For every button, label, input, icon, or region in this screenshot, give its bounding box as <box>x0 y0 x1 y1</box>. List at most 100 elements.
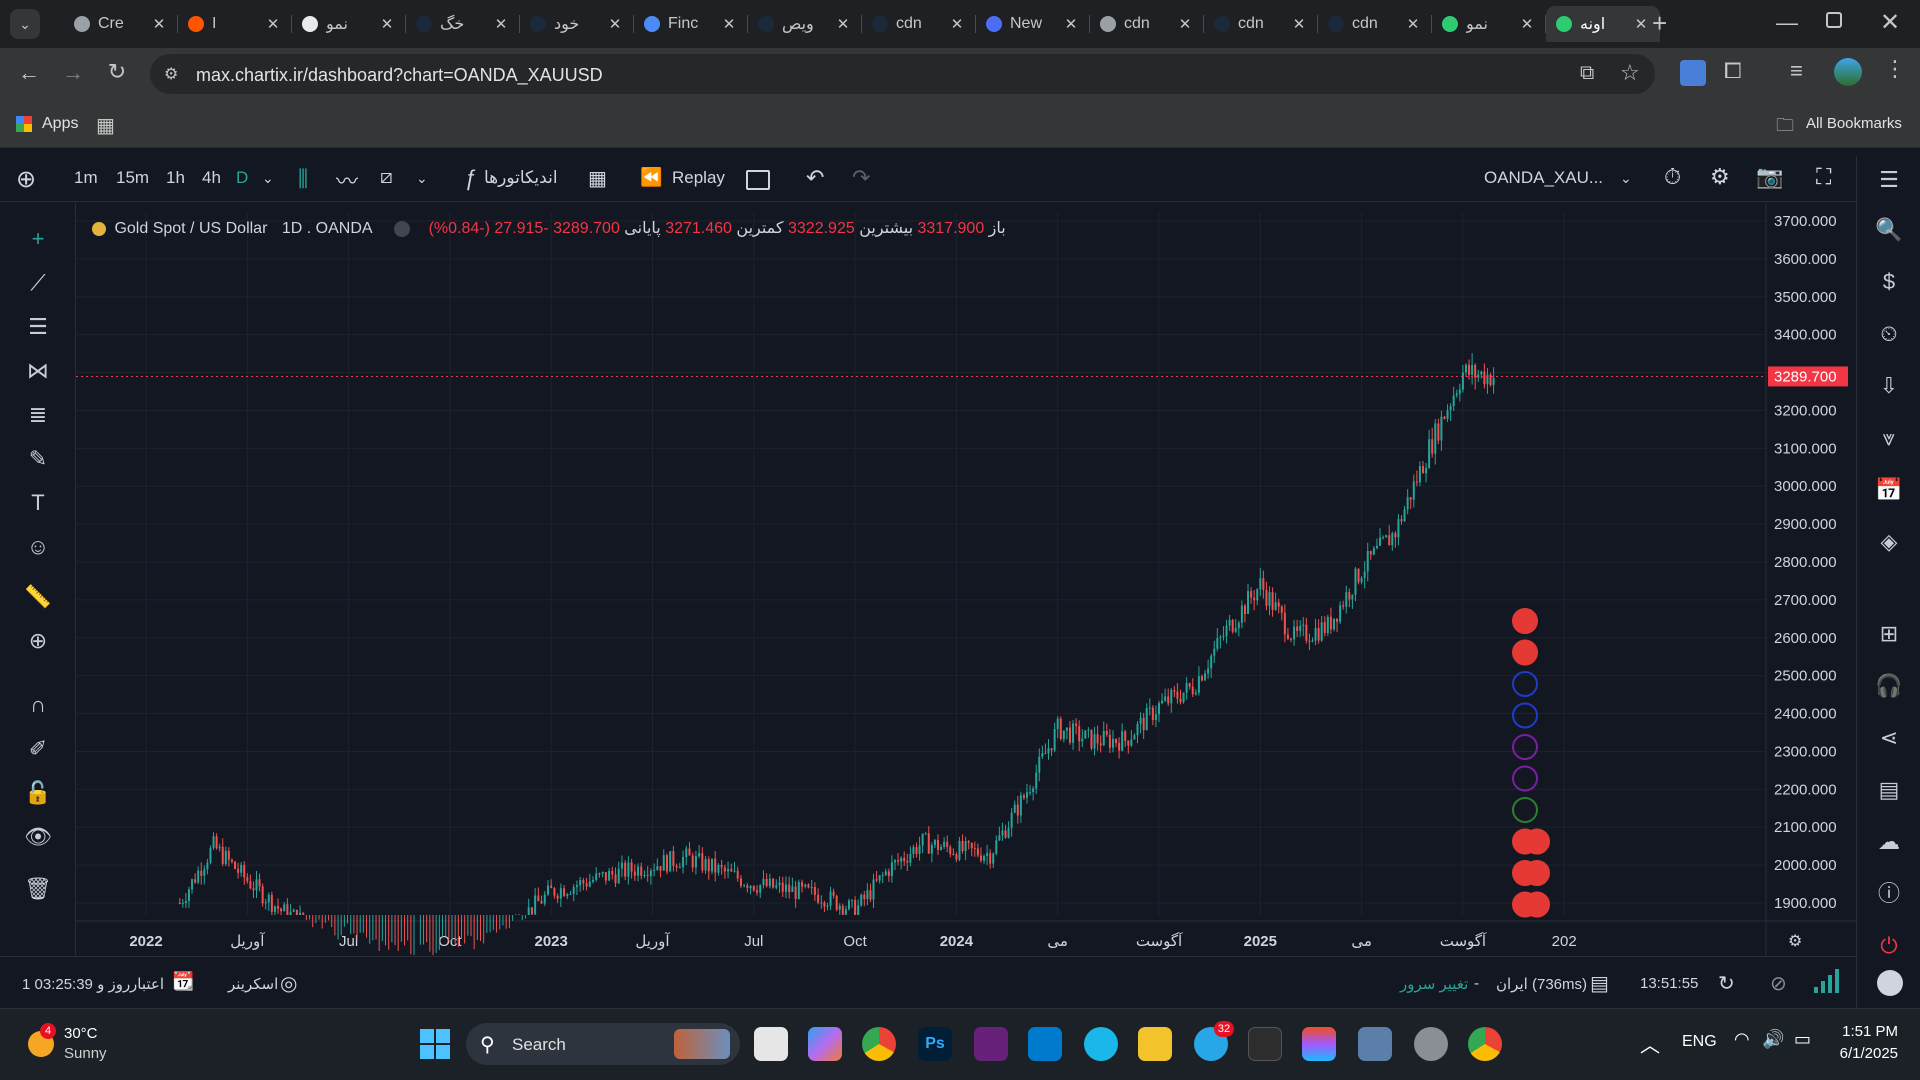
reload-icon[interactable]: ↻ <box>107 59 127 84</box>
add-alert-icon[interactable]: ⏲ <box>1880 321 1898 346</box>
tab-search-button[interactable]: ⌄ <box>10 9 40 39</box>
line-style-icon[interactable]: 〰 <box>336 169 359 194</box>
close-tab-icon[interactable]: ✕ <box>494 16 508 33</box>
close-tab-icon[interactable]: ✕ <box>722 16 736 33</box>
settings-app-icon[interactable] <box>1414 1027 1448 1061</box>
close-tab-icon[interactable]: ✕ <box>836 16 850 33</box>
collapse-legend-icon[interactable] <box>394 220 411 237</box>
dollar-icon[interactable]: $ <box>1882 269 1896 294</box>
indicators-icon[interactable]: ƒ <box>464 165 477 190</box>
change-server-button[interactable]: تغییر سرور <box>1400 976 1469 993</box>
url-text[interactable]: max.chartix.ir/dashboard?chart=OANDA_XAU… <box>196 65 603 85</box>
close-tab-icon[interactable]: ✕ <box>1634 16 1648 33</box>
browser-tab[interactable]: خود ✕ <box>520 6 634 42</box>
camera-icon[interactable]: 📷 <box>1756 164 1784 189</box>
price-chart[interactable]: 3700.0003600.0003500.0003400.0003300.000… <box>68 203 1856 955</box>
interval-1h[interactable]: 1h <box>166 168 185 187</box>
chart-type-dropdown-icon[interactable]: ⌄ <box>416 170 428 186</box>
browser-tab[interactable]: نمو ✕ <box>1432 6 1546 42</box>
zoom-in-icon[interactable]: ⊕ <box>28 628 48 653</box>
close-tab-icon[interactable]: ✕ <box>608 16 622 33</box>
candle-style-icon[interactable]: ⫼ <box>298 166 309 191</box>
filter-icon[interactable]: ⩔ <box>1882 425 1896 450</box>
calendar-check-icon[interactable]: 📆 <box>172 971 195 991</box>
symbol-selector[interactable]: OANDA_XAU... <box>1484 168 1604 187</box>
browser-tab[interactable]: ویص ✕ <box>748 6 862 42</box>
install-app-icon[interactable]: ⧉ <box>1580 62 1595 84</box>
settings-gear-icon[interactable]: ⚙ <box>1710 164 1730 189</box>
back-icon[interactable]: ← <box>18 60 40 85</box>
lock-icon[interactable]: 🔓 <box>24 780 52 805</box>
horizontal-lines-icon[interactable]: ☰ <box>28 314 48 339</box>
user-avatar[interactable] <box>1877 970 1903 996</box>
visual-studio-icon[interactable] <box>974 1027 1008 1061</box>
file-explorer-icon[interactable] <box>1138 1027 1172 1061</box>
browser-tab[interactable]: cdn ✕ <box>862 6 976 42</box>
new-tab-button[interactable]: + <box>1652 8 1668 38</box>
vscode-icon[interactable] <box>1028 1027 1062 1061</box>
interval-dropdown-icon[interactable]: ⌄ <box>262 170 274 186</box>
translate-icon[interactable] <box>1680 60 1706 86</box>
apps-bookmark[interactable]: Apps <box>42 115 79 132</box>
event-marker-icon[interactable] <box>1512 639 1538 666</box>
site-info-icon[interactable]: ⚙ <box>164 66 179 83</box>
figma-icon[interactable] <box>1302 1027 1336 1061</box>
undo-icon[interactable]: ↶ <box>806 165 825 190</box>
power-icon[interactable]: ⏻ <box>1880 933 1898 958</box>
browser-tab[interactable]: اونه ✕ <box>1546 6 1660 42</box>
restore-button[interactable] <box>1826 12 1842 28</box>
event-marker-icon[interactable] <box>1512 671 1538 697</box>
task-view-icon[interactable] <box>754 1027 788 1061</box>
media-control-icon[interactable]: ≡ <box>1790 58 1803 83</box>
refresh-icon[interactable]: ↻ <box>1718 973 1735 995</box>
close-tab-icon[interactable]: ✕ <box>152 16 166 33</box>
event-marker-icon[interactable] <box>1512 608 1538 634</box>
omnibox[interactable]: ⚙ max.chartix.ir/dashboard?chart=OANDA_X… <box>150 54 1655 94</box>
event-marker-icon[interactable] <box>1524 860 1550 886</box>
widgets-icon[interactable]: ⊞ <box>1879 621 1899 646</box>
event-marker-icon[interactable] <box>1512 734 1538 760</box>
share-icon[interactable]: ⋖ <box>1879 725 1899 750</box>
cloud-icon[interactable]: ☁ <box>1878 829 1900 854</box>
emoji-icon[interactable]: ☺ <box>26 534 50 559</box>
battery-icon[interactable]: ▭ <box>1794 1029 1812 1049</box>
layouts-icon[interactable]: ▦ <box>588 168 607 190</box>
chrome-icon[interactable] <box>862 1027 896 1061</box>
screener-icon[interactable]: ◎ <box>280 973 298 995</box>
close-tab-icon[interactable]: ✕ <box>1406 16 1420 33</box>
close-tab-icon[interactable]: ✕ <box>1520 16 1534 33</box>
magnet-icon[interactable]: ∩ <box>30 692 46 717</box>
browser-tab[interactable]: نمو ✕ <box>292 6 406 42</box>
trendline-icon[interactable]: ⟋ <box>30 270 46 295</box>
browser-tab[interactable]: خگ ✕ <box>406 6 520 42</box>
download-icon[interactable]: ⇩ <box>1879 373 1899 398</box>
close-window-button[interactable]: ✕ <box>1880 9 1901 36</box>
tray-overflow-icon[interactable]: ︿ <box>1640 1035 1660 1057</box>
info-icon[interactable]: ⓘ <box>1877 881 1900 906</box>
news-icon[interactable]: ▤ <box>1878 777 1900 802</box>
crosshair-icon[interactable]: + <box>31 226 45 251</box>
layers-icon[interactable]: ◈ <box>1880 529 1898 554</box>
apps-grid-icon[interactable] <box>16 116 32 132</box>
event-marker-icon[interactable] <box>1524 828 1550 855</box>
support-icon[interactable]: 🎧 <box>1875 673 1903 698</box>
chart-area[interactable]: 3700.0003600.0003500.0003400.0003300.000… <box>68 203 1856 955</box>
replay-button[interactable]: Replay <box>672 168 725 187</box>
pattern-icon[interactable]: ⋈ <box>27 358 49 383</box>
chart-app-icon[interactable] <box>1358 1027 1392 1061</box>
server-icon[interactable]: ▤ <box>1590 973 1609 995</box>
close-tab-icon[interactable]: ✕ <box>950 16 964 33</box>
browser-tab[interactable]: I ✕ <box>178 6 292 42</box>
forward-icon[interactable]: → <box>62 60 84 85</box>
browser-tab[interactable]: Cre ✕ <box>64 6 178 42</box>
close-tab-icon[interactable]: ✕ <box>380 16 394 33</box>
axis-settings-icon[interactable]: ⚙ <box>1788 933 1802 950</box>
clock-time[interactable]: 1:51 PM <box>1842 1023 1898 1040</box>
browser-menu-icon[interactable]: ⋮ <box>1884 56 1906 81</box>
browser-tab[interactable]: New ✕ <box>976 6 1090 42</box>
copilot-icon[interactable] <box>808 1027 842 1061</box>
fullscreen-area-icon[interactable] <box>746 170 770 190</box>
hide-icon[interactable]: ⊘ <box>1770 973 1787 995</box>
start-button[interactable] <box>420 1029 450 1059</box>
vimeo-icon[interactable] <box>1084 1027 1118 1061</box>
